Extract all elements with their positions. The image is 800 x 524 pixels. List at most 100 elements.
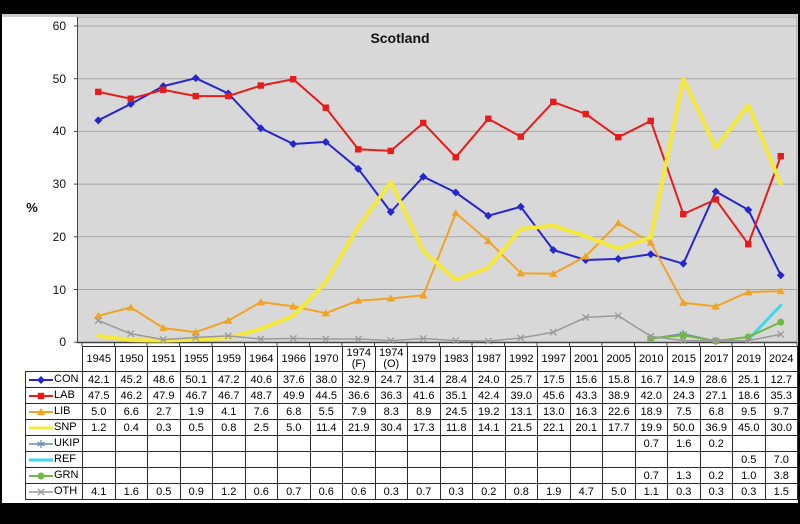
value-cell: 42.1 — [82, 371, 116, 388]
legend-cell-REF: REF — [25, 451, 83, 468]
series-line-LIB — [97, 212, 782, 334]
value-cell: 0.3 — [699, 483, 733, 500]
value-cell: 15.6 — [569, 371, 603, 388]
value-cell — [374, 435, 408, 452]
value-cell — [374, 451, 408, 468]
year-header: 2010 — [634, 346, 668, 372]
series-line-CON — [97, 77, 782, 277]
diamond-marker-icon — [776, 271, 785, 280]
value-cell: 0.5 — [179, 419, 213, 436]
value-cell: 27.1 — [699, 387, 733, 404]
value-cell — [569, 435, 603, 452]
value-cell: 0.6 — [309, 483, 343, 500]
plot-area — [74, 17, 798, 347]
x-marker-icon — [777, 330, 785, 338]
triangle-marker-icon — [711, 302, 720, 310]
square-marker-icon — [777, 152, 784, 160]
value-cell: 36.6 — [342, 387, 376, 404]
year-header: 1964 — [244, 346, 278, 372]
year-header: 2019 — [732, 346, 766, 372]
square-marker-icon — [582, 110, 589, 118]
value-cell — [537, 435, 571, 452]
diamond-marker-icon — [94, 116, 103, 125]
value-cell: 24.5 — [439, 403, 473, 420]
triangle-marker-icon — [451, 209, 460, 217]
value-cell: 0.7 — [634, 435, 668, 452]
value-cell: 16.7 — [634, 371, 668, 388]
value-cell: 14.1 — [472, 419, 506, 436]
value-cell: 0.2 — [699, 467, 733, 484]
year-header: 1959 — [212, 346, 246, 372]
value-cell — [407, 451, 441, 468]
value-cell: 39.0 — [504, 387, 538, 404]
value-cell — [244, 435, 278, 452]
diamond-marker-icon — [289, 140, 298, 149]
value-cell: 9.7 — [764, 403, 798, 420]
value-cell — [569, 467, 603, 484]
value-cell — [179, 435, 213, 452]
value-cell: 0.3 — [147, 419, 181, 436]
series-label: LAB — [54, 389, 75, 402]
value-cell: 16.3 — [569, 403, 603, 420]
value-cell: 6.8 — [699, 403, 733, 420]
year-header: 2015 — [667, 346, 701, 372]
square-marker-icon — [95, 88, 102, 96]
value-cell: 35.3 — [764, 387, 798, 404]
year-header: 1983 — [439, 346, 473, 372]
value-cell: 38.9 — [602, 387, 636, 404]
value-cell: 0.2 — [699, 435, 733, 452]
value-cell: 28.4 — [439, 371, 473, 388]
value-cell — [634, 451, 668, 468]
triangle-marker-icon — [614, 219, 623, 227]
value-cell: 50.0 — [667, 419, 701, 436]
triangle-marker-icon — [354, 296, 363, 304]
table-row-GRN: GRN 0.7 1.3 0.2 1.0 3.8 — [25, 467, 798, 484]
series-label: GRN — [54, 469, 79, 482]
diamond-marker-icon — [191, 74, 200, 83]
value-cell: 7.5 — [667, 403, 701, 420]
value-cell: 47.5 — [82, 387, 116, 404]
value-cell: 48.7 — [244, 387, 278, 404]
value-cell: 5.0 — [82, 403, 116, 420]
value-cell: 25.7 — [504, 371, 538, 388]
square-marker-icon — [127, 95, 134, 102]
value-cell: 9.5 — [732, 403, 766, 420]
square-marker-icon — [517, 133, 524, 140]
value-cell: 0.3 — [439, 483, 473, 500]
year-header: 1955 — [179, 346, 213, 372]
value-cell: 32.9 — [342, 371, 376, 388]
value-cell — [82, 451, 116, 468]
value-cell — [472, 435, 506, 452]
value-cell: 2.5 — [244, 419, 278, 436]
value-cell — [212, 467, 246, 484]
value-cell: 45.0 — [732, 419, 766, 436]
value-cell: 17.3 — [407, 419, 441, 436]
value-cell — [179, 451, 213, 468]
legend-line-icon — [29, 472, 53, 480]
value-cell — [147, 451, 181, 468]
triangle-marker-icon — [36, 407, 46, 415]
panel-top-strip — [2, 14, 798, 17]
value-cell — [82, 467, 116, 484]
value-cell: 12.7 — [764, 371, 798, 388]
value-cell: 22.1 — [537, 419, 571, 436]
value-cell: 24.3 — [667, 387, 701, 404]
value-cell: 17.7 — [602, 419, 636, 436]
year-header: 2005 — [602, 346, 636, 372]
value-cell: 35.1 — [439, 387, 473, 404]
x-marker-icon — [257, 335, 265, 343]
value-cell: 31.4 — [407, 371, 441, 388]
value-cell — [309, 451, 343, 468]
value-cell: 0.3 — [667, 483, 701, 500]
year-header: 1997 — [537, 346, 571, 372]
plot-background — [77, 17, 797, 343]
square-marker-icon — [290, 76, 297, 83]
series-line-SNP — [96, 76, 783, 343]
triangle-marker-icon — [321, 309, 330, 317]
triangle-marker-icon — [744, 288, 753, 296]
value-cell — [504, 467, 538, 484]
results-table: 1945 1950 1951 1955 1959 1964 1966 1970 1974 (F)… — [25, 346, 798, 500]
value-cell: 17.5 — [537, 371, 571, 388]
square-marker-icon — [745, 240, 752, 248]
triangle-marker-icon — [289, 302, 298, 310]
